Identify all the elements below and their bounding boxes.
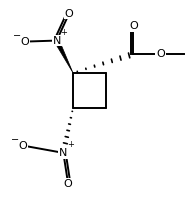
Polygon shape bbox=[55, 39, 73, 73]
Text: −: − bbox=[11, 135, 19, 145]
Text: N: N bbox=[52, 36, 61, 46]
Text: −: − bbox=[13, 31, 21, 41]
Text: O: O bbox=[156, 49, 165, 59]
Text: O: O bbox=[21, 37, 29, 47]
Text: O: O bbox=[64, 179, 73, 189]
Text: O: O bbox=[129, 21, 138, 31]
Text: O: O bbox=[19, 141, 27, 151]
Text: O: O bbox=[65, 9, 74, 19]
Text: +: + bbox=[67, 140, 74, 150]
Text: N: N bbox=[59, 148, 68, 158]
Text: +: + bbox=[60, 28, 67, 37]
